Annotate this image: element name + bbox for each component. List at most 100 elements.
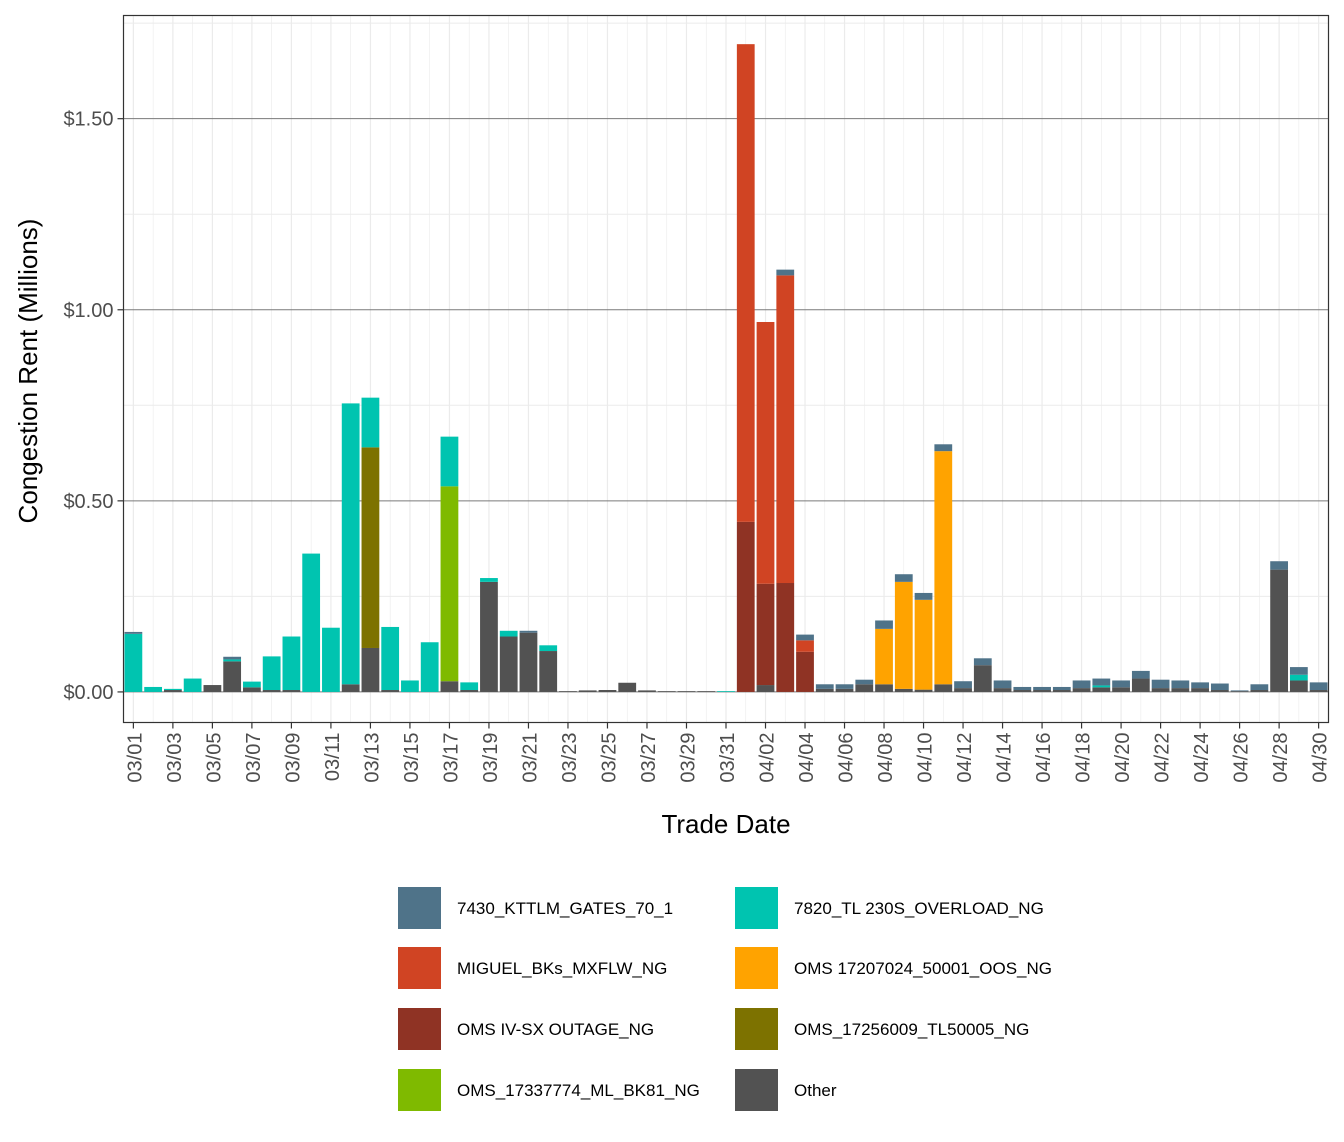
legend-label: OMS_17337774_ML_BK81_NG	[457, 1081, 700, 1100]
bar-segment	[243, 687, 261, 692]
bar-segment	[1151, 688, 1170, 692]
x-tick-label: 03/05	[203, 733, 225, 783]
x-axis-title: Trade Date	[661, 809, 790, 839]
legend-swatch	[735, 887, 778, 929]
bar-segment	[736, 44, 755, 522]
x-tick-label: 04/10	[915, 733, 937, 783]
x-tick-label: 03/03	[164, 733, 186, 783]
bar-segment	[1112, 680, 1130, 688]
bar-segment	[401, 680, 419, 692]
x-tick-label: 03/25	[598, 733, 620, 783]
x-tick-label: 03/13	[361, 733, 383, 783]
bar-segment	[1309, 690, 1328, 692]
x-tick-label: 04/24	[1191, 733, 1213, 783]
bar-segment	[1033, 686, 1051, 691]
bar-segment	[815, 684, 834, 689]
x-tick-label: 03/17	[440, 733, 462, 783]
bar-segment	[1250, 684, 1269, 691]
legend-swatch	[398, 1069, 441, 1111]
bar-segment	[440, 681, 459, 692]
bar-segment	[1131, 670, 1150, 679]
bar-segment	[1210, 690, 1229, 692]
legend-label: MIGUEL_BKs_MXFLW_NG	[457, 959, 667, 978]
bar-segment	[302, 553, 321, 692]
legend-item: MIGUEL_BKs_MXFLW_NG	[398, 947, 667, 989]
bar-segment	[697, 691, 716, 692]
y-axis: $0.00 $0.50 $1.00 $1.50	[63, 109, 124, 704]
bar-segment	[262, 656, 281, 691]
bar-segment	[914, 599, 933, 690]
bar-segment	[480, 578, 498, 582]
bar-segment	[539, 651, 558, 692]
bar-segment	[1289, 674, 1308, 681]
bar-segment	[1092, 685, 1111, 688]
x-tick-label: 03/15	[401, 733, 423, 783]
bar-segment	[183, 678, 202, 692]
bar-segment	[341, 403, 360, 685]
bar-segment	[223, 661, 242, 692]
bar-segment	[993, 688, 1012, 692]
bar-segment	[1191, 688, 1209, 692]
bar-segment	[1171, 688, 1190, 692]
legend-swatch	[735, 1008, 778, 1050]
x-tick-label: 03/23	[559, 733, 581, 783]
x-tick-label: 04/12	[954, 733, 976, 783]
bar-segment	[1289, 680, 1308, 692]
bar-segment	[440, 486, 459, 682]
x-axis: 03/01 03/03 03/05 03/07 03/09 03/11 03/13 03/15…	[124, 722, 1332, 783]
bar-segment	[736, 521, 755, 692]
bar-segment	[934, 684, 953, 692]
bar-segment	[361, 647, 380, 692]
bar-segment	[717, 691, 735, 692]
bar-segment	[381, 626, 400, 691]
bar-segment	[282, 636, 301, 691]
bar-segment	[460, 690, 479, 692]
bar-segment	[677, 691, 696, 692]
bar-segment	[973, 665, 992, 692]
y-axis-title: Congestion Rent (Millions)	[13, 219, 43, 524]
legend-item: OMS_17256009_TL50005_NG	[735, 1008, 1029, 1050]
bar-segment	[1092, 678, 1111, 686]
bar-segment	[894, 581, 913, 689]
legend-item: 7430_KTTLM_GATES_70_1	[398, 887, 673, 929]
bar-segment	[144, 686, 163, 692]
x-tick-label: 04/30	[1310, 733, 1332, 783]
x-tick-label: 04/02	[757, 733, 779, 783]
bar-segment	[1131, 678, 1150, 692]
bar-segment	[361, 397, 380, 448]
x-tick-label: 03/01	[124, 733, 146, 783]
bar-segment	[1230, 691, 1249, 692]
bar-segment	[1250, 690, 1269, 692]
bar-segment	[480, 581, 498, 692]
bar-segment	[776, 583, 795, 692]
bar-segment	[223, 656, 242, 660]
y-tick-label: $1.00	[63, 300, 113, 322]
x-tick-label: 04/26	[1231, 733, 1253, 783]
x-tick-label: 04/22	[1152, 733, 1174, 783]
bar-segment	[203, 685, 222, 692]
bar-segment	[954, 681, 972, 689]
bar-segment	[875, 628, 893, 685]
bar-segment	[1052, 686, 1071, 691]
bar-segment	[519, 630, 538, 633]
legend-label: 7430_KTTLM_GATES_70_1	[457, 899, 673, 918]
bar-segment	[519, 632, 538, 692]
bar-segment	[934, 444, 953, 452]
legend-item: Other	[735, 1069, 837, 1111]
legend-item: OMS_17337774_ML_BK81_NG	[398, 1069, 700, 1111]
bar-segment	[796, 640, 814, 652]
legend-swatch	[398, 947, 441, 989]
bar-segment	[815, 688, 834, 692]
bar-segment	[657, 691, 676, 692]
bar-segment	[440, 436, 459, 487]
bar-segment	[835, 688, 854, 692]
bar-segment	[322, 627, 340, 692]
bar-segment	[1210, 683, 1229, 691]
bar-segment	[894, 574, 913, 582]
bar-segment	[875, 684, 893, 692]
bar-segment	[1171, 680, 1190, 689]
x-tick-label: 03/29	[677, 733, 699, 783]
legend-item: OMS IV-SX OUTAGE_NG	[398, 1008, 654, 1050]
bar-segment	[163, 688, 182, 691]
x-tick-label: 04/18	[1073, 733, 1095, 783]
